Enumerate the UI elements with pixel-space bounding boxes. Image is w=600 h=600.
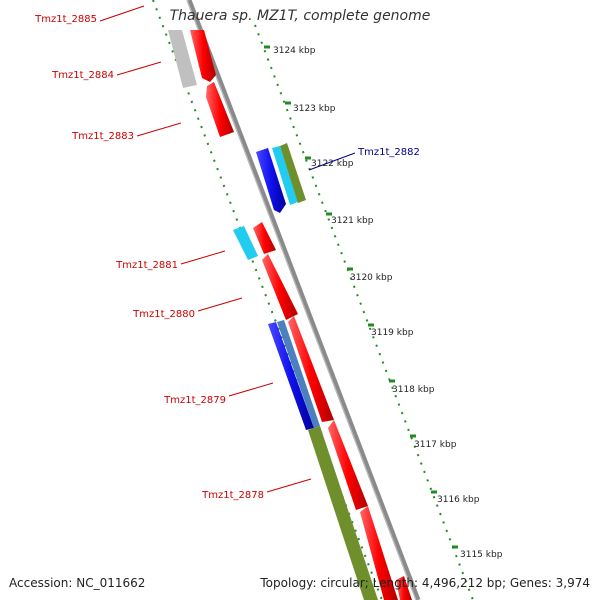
gene-label-tmz1t-2881[interactable]: Tmz1t_2881 [115, 260, 178, 271]
gene-feature-2881-red [253, 222, 276, 254]
scale-label: 3118 kbp [392, 385, 435, 395]
gene-feature-right-red-2 [328, 420, 368, 510]
gene-label-tmz1t-2885[interactable]: Tmz1t_2885 [34, 14, 97, 25]
scale-label: 3122 kbp [311, 159, 354, 169]
scale-markers: 3124 kbp 3123 kbp 3122 kbp 3121 kbp 3120… [264, 45, 503, 560]
gene-feature-2883-red [206, 82, 234, 137]
genome-backbone-highlight [186, 0, 417, 600]
scale-label: 3124 kbp [273, 46, 316, 56]
outer-dotted-ring [254, 24, 474, 600]
gene-feature-2882-cyan [272, 146, 298, 205]
gene-label-tmz1t-2880[interactable]: Tmz1t_2880 [132, 309, 195, 320]
gene-feature-far-right-red [396, 576, 412, 600]
gene-label-tmz1t-2882[interactable]: Tmz1t_2882 [357, 147, 420, 158]
gene-feature-2880-red [262, 254, 298, 320]
genome-backbone [186, 0, 421, 600]
scale-label: 3119 kbp [371, 328, 414, 338]
gene-label-tmz1t-2884[interactable]: Tmz1t_2884 [51, 70, 114, 81]
accession-text: Accession: NC_011662 [9, 576, 146, 590]
genome-summary-text: Topology: circular; Length: 4,496,212 bp… [260, 576, 590, 590]
gene-feature-2885-red [190, 30, 216, 82]
genome-title: Thauera sp. MZ1T, complete genome [169, 8, 431, 24]
gene-feature-2882-blue [256, 148, 286, 213]
gene-label-tmz1t-2883[interactable]: Tmz1t_2883 [71, 131, 134, 142]
gene-feature-2879-steel [277, 320, 320, 428]
scale-label: 3123 kbp [293, 104, 336, 114]
gene-feature-2878-olive [308, 426, 378, 600]
gene-feature-2881-cyan [233, 226, 258, 260]
scale-label: 3115 kbp [460, 550, 503, 560]
scale-label: 3116 kbp [437, 495, 480, 505]
gene-feature-2882-olive [280, 143, 306, 203]
gene-label-tmz1t-2878[interactable]: Tmz1t_2878 [201, 490, 264, 501]
gene-feature-2879-blue [268, 322, 314, 430]
gene-labels: Tmz1t_2885 Tmz1t_2884 Tmz1t_2883 Tmz1t_2… [34, 5, 420, 501]
scale-label: 3121 kbp [331, 216, 374, 226]
gene-feature-2884-gray [168, 30, 197, 88]
gene-label-tmz1t-2879[interactable]: Tmz1t_2879 [163, 395, 226, 406]
scale-label: 3117 kbp [414, 440, 457, 450]
gene-feature-right-red-1 [288, 316, 334, 422]
gene-feature-right-red-3 [360, 506, 398, 600]
scale-label: 3120 kbp [350, 273, 393, 283]
